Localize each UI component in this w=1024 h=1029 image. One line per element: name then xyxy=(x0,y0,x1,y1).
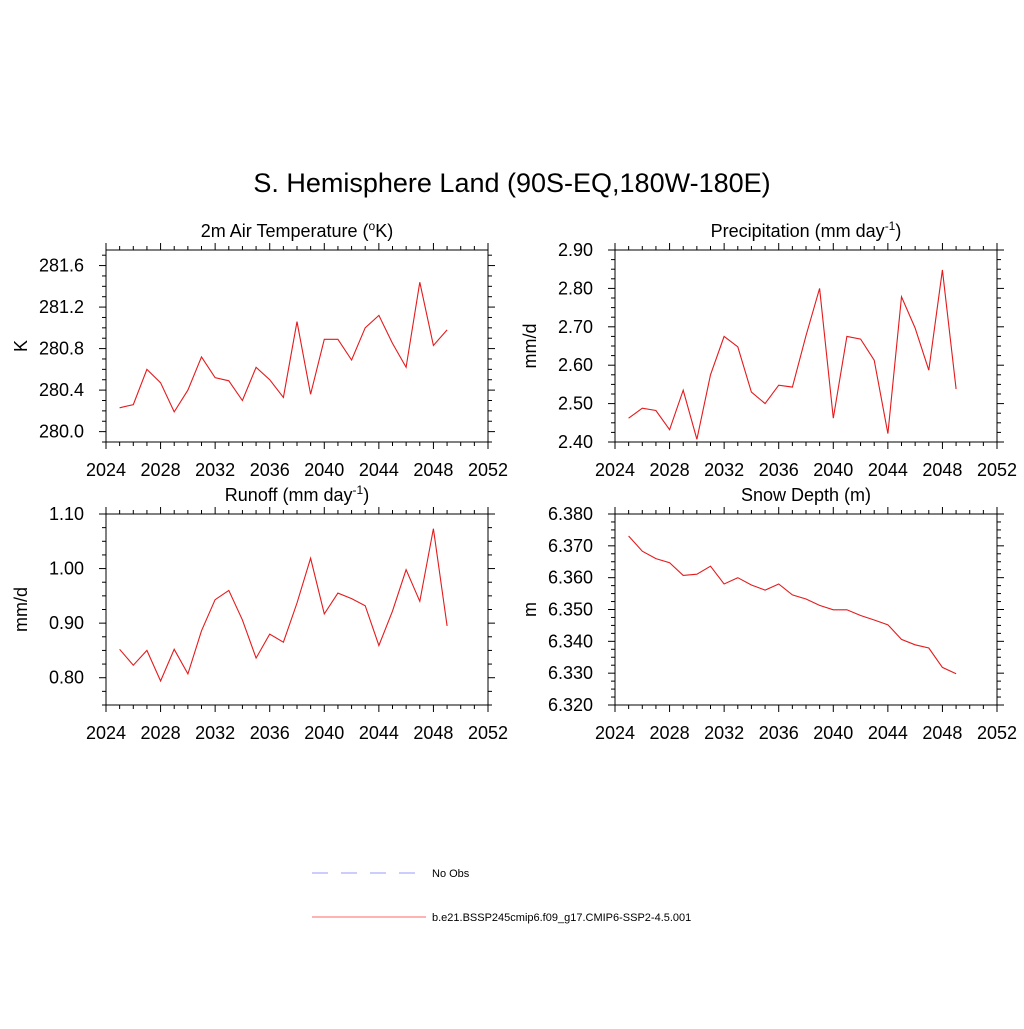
x-tick-label: 2032 xyxy=(195,460,235,480)
x-tick-label: 2048 xyxy=(413,460,453,480)
series-line xyxy=(628,535,957,675)
panel-title-text: Precipitation (mm day xyxy=(711,221,885,241)
x-tick-label: 2044 xyxy=(868,723,908,743)
y-tick-label: 6.370 xyxy=(548,536,593,556)
x-tick-label: 2036 xyxy=(759,723,799,743)
x-tick-label: 2028 xyxy=(141,723,181,743)
x-tick-label: 2024 xyxy=(595,460,635,480)
x-tick-label: 2032 xyxy=(195,723,235,743)
series-line xyxy=(119,282,448,414)
legend-label: b.e21.BSSP245cmip6.f09_g17.CMIP6-SSP2-4.… xyxy=(432,912,691,924)
y-tick-label: 280.0 xyxy=(39,422,84,442)
series-line xyxy=(119,528,448,683)
x-tick-label: 2040 xyxy=(813,723,853,743)
panel-title-text: 2m Air Temperature ( xyxy=(201,221,369,241)
panel-title-suffix: K) xyxy=(375,221,393,241)
y-axis-label: K xyxy=(11,340,31,352)
plot-frame xyxy=(105,249,489,443)
y-tick-label: 280.8 xyxy=(39,339,84,359)
panel-title: Runoff (mm day-1) xyxy=(225,483,369,505)
panel-title-superscript: o xyxy=(369,219,376,233)
x-tick-label: 2048 xyxy=(922,723,962,743)
y-tick-label: 2.70 xyxy=(558,317,593,337)
x-tick-label: 2028 xyxy=(650,460,690,480)
y-tick-label: 280.4 xyxy=(39,380,84,400)
y-tick-label: 6.380 xyxy=(548,504,593,524)
panel-title: Precipitation (mm day-1) xyxy=(711,219,902,241)
x-tick-label: 2044 xyxy=(359,723,399,743)
panel-title-text: Snow Depth (m) xyxy=(741,485,871,505)
x-tick-label: 2052 xyxy=(468,460,508,480)
y-tick-label: 6.330 xyxy=(548,663,593,683)
x-tick-label: 2036 xyxy=(250,723,290,743)
panel-4: Snow Depth (m) m 2024 2028 2032 2036 2040 2044 2… xyxy=(520,485,1017,743)
x-tick-label: 2048 xyxy=(413,723,453,743)
y-tick-label: 2.90 xyxy=(558,240,593,260)
y-axis-label: mm/d xyxy=(520,324,540,369)
panel-title-superscript: -1 xyxy=(885,219,896,233)
plot-frame xyxy=(614,513,998,706)
x-tick-label: 2036 xyxy=(759,460,799,480)
y-tick-label: 2.80 xyxy=(558,278,593,298)
x-tick-label: 2052 xyxy=(977,460,1017,480)
x-tick-label: 2028 xyxy=(141,460,181,480)
y-tick-label: 2.60 xyxy=(558,355,593,375)
x-tick-label: 2040 xyxy=(304,460,344,480)
x-tick-label: 2024 xyxy=(86,723,126,743)
figure-title: S. Hemisphere Land (90S-EQ,180W-180E) xyxy=(253,168,771,198)
panel-3: Runoff (mm day-1) mm/d 2024 2028 2032 2036 204… xyxy=(11,483,508,743)
x-tick-label: 2036 xyxy=(250,460,290,480)
y-tick-label: 2.50 xyxy=(558,394,593,414)
x-tick-label: 2044 xyxy=(868,460,908,480)
y-tick-label: 1.00 xyxy=(49,559,84,579)
x-tick-label: 2032 xyxy=(704,723,744,743)
x-tick-label: 2028 xyxy=(650,723,690,743)
plot-frame xyxy=(614,249,998,443)
panel-title-superscript: -1 xyxy=(353,483,364,497)
x-tick-label: 2032 xyxy=(704,460,744,480)
x-tick-label: 2052 xyxy=(977,723,1017,743)
y-tick-label: 1.10 xyxy=(49,504,84,524)
panel-title-suffix: ) xyxy=(363,485,369,505)
panel-2: Precipitation (mm day-1) mm/d 2024 2028 2032… xyxy=(520,219,1017,480)
y-tick-label: 0.80 xyxy=(49,668,84,688)
y-tick-label: 0.90 xyxy=(49,613,84,633)
y-axis-label: m xyxy=(520,602,540,617)
legend: No Obs b.e21.BSSP245cmip6.f09_g17.CMIP6-S… xyxy=(312,868,691,924)
y-tick-label: 281.6 xyxy=(39,256,84,276)
panel-title: 2m Air Temperature (oK) xyxy=(201,219,393,241)
x-tick-label: 2048 xyxy=(922,460,962,480)
x-tick-label: 2040 xyxy=(304,723,344,743)
y-tick-label: 2.40 xyxy=(558,432,593,452)
y-tick-label: 281.2 xyxy=(39,297,84,317)
y-tick-label: 6.320 xyxy=(548,695,593,715)
panel-title: Snow Depth (m) xyxy=(741,485,871,505)
x-tick-label: 2044 xyxy=(359,460,399,480)
x-tick-label: 2024 xyxy=(595,723,635,743)
y-tick-label: 6.360 xyxy=(548,568,593,588)
legend-label: No Obs xyxy=(432,868,470,880)
y-axis-label: mm/d xyxy=(11,587,31,632)
series-line xyxy=(628,269,957,440)
x-tick-label: 2052 xyxy=(468,723,508,743)
x-tick-label: 2040 xyxy=(813,460,853,480)
y-tick-label: 6.350 xyxy=(548,600,593,620)
y-tick-label: 6.340 xyxy=(548,631,593,651)
panel-1: 2m Air Temperature (oK) K 2024 2028 2032 2036… xyxy=(11,219,508,480)
x-tick-label: 2024 xyxy=(86,460,126,480)
panel-title-suffix: ) xyxy=(895,221,901,241)
panel-title-text: Runoff (mm day xyxy=(225,485,353,505)
